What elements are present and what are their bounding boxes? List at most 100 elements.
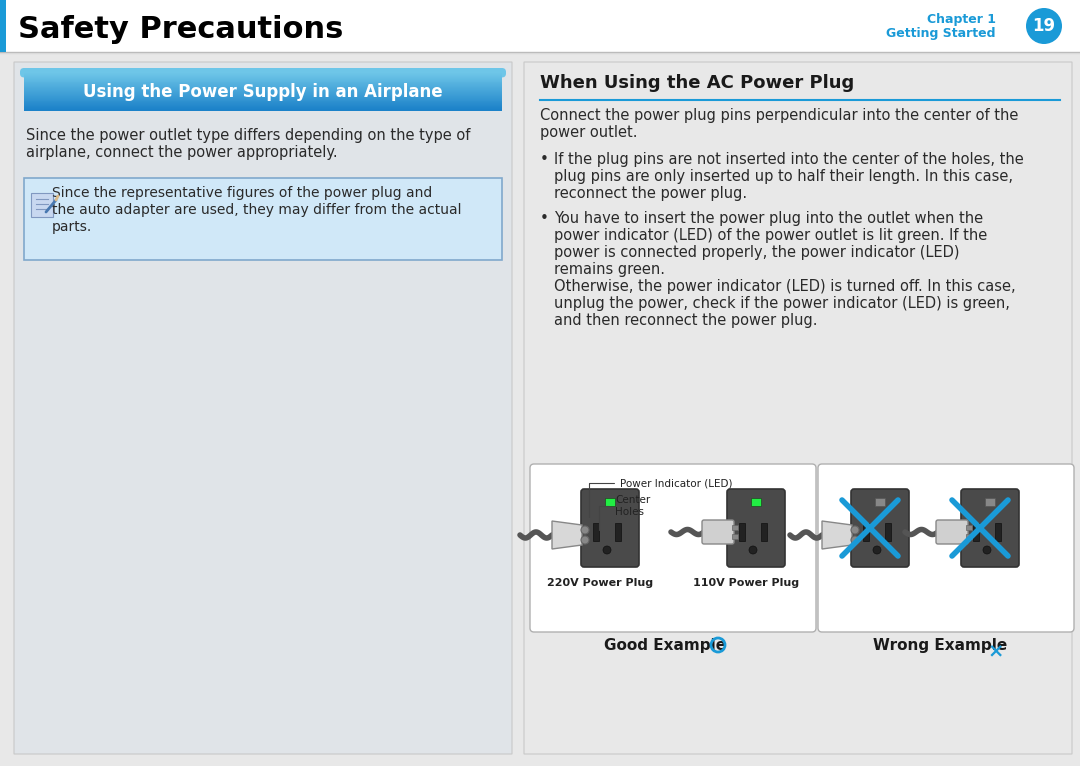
Polygon shape [822, 521, 852, 549]
Circle shape [851, 536, 859, 544]
Circle shape [603, 546, 611, 554]
FancyBboxPatch shape [851, 489, 909, 567]
FancyBboxPatch shape [24, 75, 502, 77]
Text: remains green.: remains green. [554, 262, 665, 277]
Text: When Using the AC Power Plug: When Using the AC Power Plug [540, 74, 854, 92]
FancyBboxPatch shape [24, 85, 502, 87]
FancyBboxPatch shape [24, 99, 502, 100]
FancyBboxPatch shape [985, 498, 995, 506]
Text: power is connected properly, the power indicator (LED): power is connected properly, the power i… [554, 245, 959, 260]
FancyBboxPatch shape [875, 498, 885, 506]
Circle shape [1026, 8, 1062, 44]
Circle shape [851, 526, 859, 534]
FancyBboxPatch shape [24, 90, 502, 91]
FancyBboxPatch shape [605, 498, 615, 506]
FancyBboxPatch shape [761, 523, 767, 541]
FancyBboxPatch shape [24, 100, 502, 101]
Text: Wrong Example: Wrong Example [873, 638, 1008, 653]
Text: Safety Precautions: Safety Precautions [18, 15, 343, 44]
FancyBboxPatch shape [24, 77, 502, 78]
FancyBboxPatch shape [14, 62, 512, 754]
FancyBboxPatch shape [732, 534, 738, 539]
Text: Connect the power plug pins perpendicular into the center of the: Connect the power plug pins perpendicula… [540, 108, 1018, 123]
FancyBboxPatch shape [0, 52, 1080, 53]
FancyBboxPatch shape [24, 73, 502, 74]
Text: Otherwise, the power indicator (LED) is turned off. In this case,: Otherwise, the power indicator (LED) is … [554, 279, 1015, 294]
Text: power indicator (LED) of the power outlet is lit green. If the: power indicator (LED) of the power outle… [554, 228, 987, 243]
Text: Chapter 1: Chapter 1 [927, 12, 996, 25]
Text: ×: × [988, 642, 1004, 661]
FancyBboxPatch shape [24, 77, 502, 79]
FancyBboxPatch shape [31, 193, 53, 217]
FancyBboxPatch shape [24, 105, 502, 106]
Text: You have to insert the power plug into the outlet when the: You have to insert the power plug into t… [554, 211, 983, 226]
FancyBboxPatch shape [24, 80, 502, 82]
Text: power outlet.: power outlet. [540, 125, 637, 140]
FancyBboxPatch shape [818, 464, 1074, 632]
Circle shape [581, 536, 589, 544]
FancyBboxPatch shape [0, 0, 1080, 52]
FancyBboxPatch shape [24, 108, 502, 110]
FancyBboxPatch shape [24, 84, 502, 86]
FancyBboxPatch shape [885, 523, 891, 541]
Text: 220V Power Plug: 220V Power Plug [546, 578, 653, 588]
FancyBboxPatch shape [24, 89, 502, 90]
Text: 19: 19 [1032, 17, 1055, 35]
FancyBboxPatch shape [732, 525, 738, 530]
FancyBboxPatch shape [24, 80, 502, 81]
FancyBboxPatch shape [24, 74, 502, 75]
Text: •: • [540, 211, 549, 226]
FancyBboxPatch shape [24, 92, 502, 93]
FancyBboxPatch shape [530, 464, 816, 632]
FancyBboxPatch shape [24, 91, 502, 93]
Text: Good Example: Good Example [604, 638, 726, 653]
FancyBboxPatch shape [24, 97, 502, 99]
Text: Getting Started: Getting Started [887, 27, 996, 40]
FancyBboxPatch shape [751, 498, 761, 506]
FancyBboxPatch shape [24, 79, 502, 80]
FancyBboxPatch shape [961, 489, 1020, 567]
FancyBboxPatch shape [24, 81, 502, 83]
FancyBboxPatch shape [24, 83, 502, 85]
FancyBboxPatch shape [24, 178, 502, 260]
FancyBboxPatch shape [0, 53, 1080, 54]
FancyBboxPatch shape [24, 94, 502, 95]
FancyBboxPatch shape [593, 523, 599, 541]
FancyBboxPatch shape [24, 100, 502, 102]
FancyBboxPatch shape [24, 87, 502, 89]
FancyBboxPatch shape [24, 106, 502, 108]
FancyBboxPatch shape [24, 97, 502, 98]
Text: plug pins are only inserted up to half their length. In this case,: plug pins are only inserted up to half t… [554, 169, 1013, 184]
Circle shape [873, 546, 881, 554]
FancyBboxPatch shape [24, 95, 502, 97]
FancyBboxPatch shape [21, 68, 507, 77]
Circle shape [750, 546, 757, 554]
Text: the auto adapter are used, they may differ from the actual: the auto adapter are used, they may diff… [52, 203, 461, 217]
FancyBboxPatch shape [581, 489, 639, 567]
Text: Using the Power Supply in an Airplane: Using the Power Supply in an Airplane [83, 83, 443, 101]
Circle shape [983, 546, 991, 554]
Text: reconnect the power plug.: reconnect the power plug. [554, 186, 747, 201]
FancyBboxPatch shape [24, 103, 502, 105]
FancyBboxPatch shape [524, 62, 1072, 754]
Text: airplane, connect the power appropriately.: airplane, connect the power appropriatel… [26, 145, 338, 160]
Text: Since the power outlet type differs depending on the type of: Since the power outlet type differs depe… [26, 128, 471, 143]
FancyBboxPatch shape [24, 96, 502, 97]
Circle shape [581, 526, 589, 534]
FancyBboxPatch shape [24, 76, 502, 77]
FancyBboxPatch shape [936, 520, 968, 544]
FancyBboxPatch shape [615, 523, 621, 541]
FancyBboxPatch shape [24, 83, 502, 84]
FancyBboxPatch shape [24, 101, 502, 103]
FancyBboxPatch shape [24, 103, 502, 104]
FancyBboxPatch shape [24, 93, 502, 94]
Text: parts.: parts. [52, 220, 92, 234]
FancyBboxPatch shape [863, 523, 869, 541]
FancyBboxPatch shape [973, 523, 978, 541]
FancyBboxPatch shape [24, 109, 502, 110]
Text: Center
Holes: Center Holes [599, 495, 650, 530]
FancyBboxPatch shape [966, 534, 972, 539]
Text: •: • [540, 152, 549, 167]
FancyBboxPatch shape [739, 523, 745, 541]
FancyBboxPatch shape [702, 520, 734, 544]
